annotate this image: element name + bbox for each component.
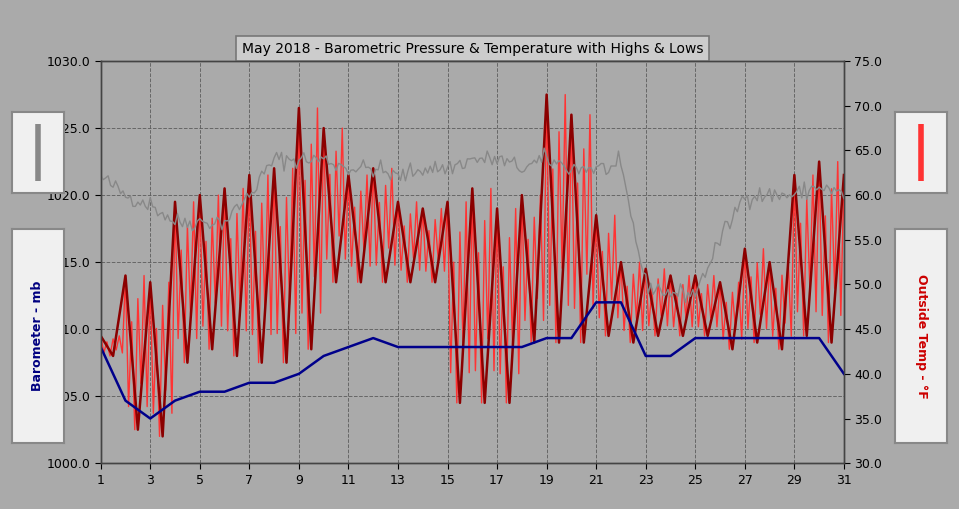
Text: Barometer - mb: Barometer - mb bbox=[32, 281, 44, 391]
Title: May 2018 - Barometric Pressure & Temperature with Highs & Lows: May 2018 - Barometric Pressure & Tempera… bbox=[242, 42, 703, 56]
Text: Outside Temp - °F: Outside Temp - °F bbox=[915, 273, 927, 399]
